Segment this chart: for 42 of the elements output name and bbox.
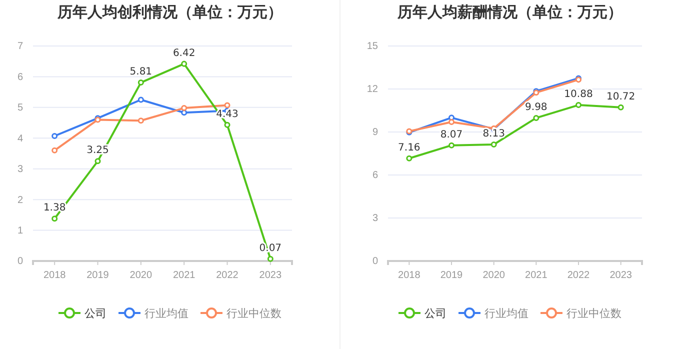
legend-label: 行业中位数 (226, 307, 282, 320)
x-tick-label: 2022 (216, 270, 239, 282)
y-tick-label: 15 (366, 41, 378, 52)
x-tick-label: 2020 (130, 270, 152, 282)
legend-label: 行业中位数 (566, 307, 622, 320)
y-tick-label: 5 (17, 102, 24, 114)
data-label: 8.07 (440, 129, 463, 140)
y-tick-label: 3 (372, 213, 378, 224)
y-tick-label: 1 (17, 225, 24, 236)
y-tick-label: 0 (372, 256, 378, 268)
data-label: 9.98 (525, 102, 548, 113)
y-tick-label: 7 (17, 41, 24, 52)
data-label: 10.88 (564, 89, 593, 100)
y-tick-label: 4 (17, 133, 24, 144)
data-label: 10.72 (606, 91, 636, 102)
x-tick-label: 2018 (398, 270, 421, 282)
data-label: 5.81 (130, 66, 152, 78)
y-tick-label: 9 (372, 127, 378, 138)
chart-title: 历年人均薪酬情况（单位：万元） (396, 3, 622, 21)
y-tick-label: 2 (17, 194, 24, 206)
x-tick-label: 2019 (86, 270, 110, 282)
x-tick-label: 2021 (525, 270, 548, 282)
legend-label: 行业均值 (484, 307, 528, 320)
x-tick-label: 2023 (259, 270, 282, 282)
x-tick-label: 2023 (610, 270, 632, 282)
data-label: 7.16 (398, 142, 420, 154)
y-tick-label: 6 (17, 72, 24, 83)
x-tick-label: 2019 (440, 270, 464, 282)
data-label: 8.13 (482, 128, 505, 140)
data-label: 6.42 (172, 48, 196, 59)
y-tick-label: 0 (17, 256, 24, 268)
x-tick-label: 2021 (172, 270, 196, 282)
legend-label: 公司 (84, 307, 106, 320)
y-tick-label: 6 (372, 170, 378, 182)
chart-title: 历年人均创利情况（单位：万元） (56, 3, 282, 21)
legend-label: 公司 (424, 307, 446, 320)
x-tick-label: 2018 (43, 270, 66, 282)
legend-label: 行业均值 (144, 307, 188, 320)
x-tick-label: 2020 (482, 270, 506, 282)
y-tick-label: 3 (17, 164, 24, 176)
x-tick-label: 2022 (567, 270, 590, 282)
y-tick-label: 12 (366, 84, 378, 96)
